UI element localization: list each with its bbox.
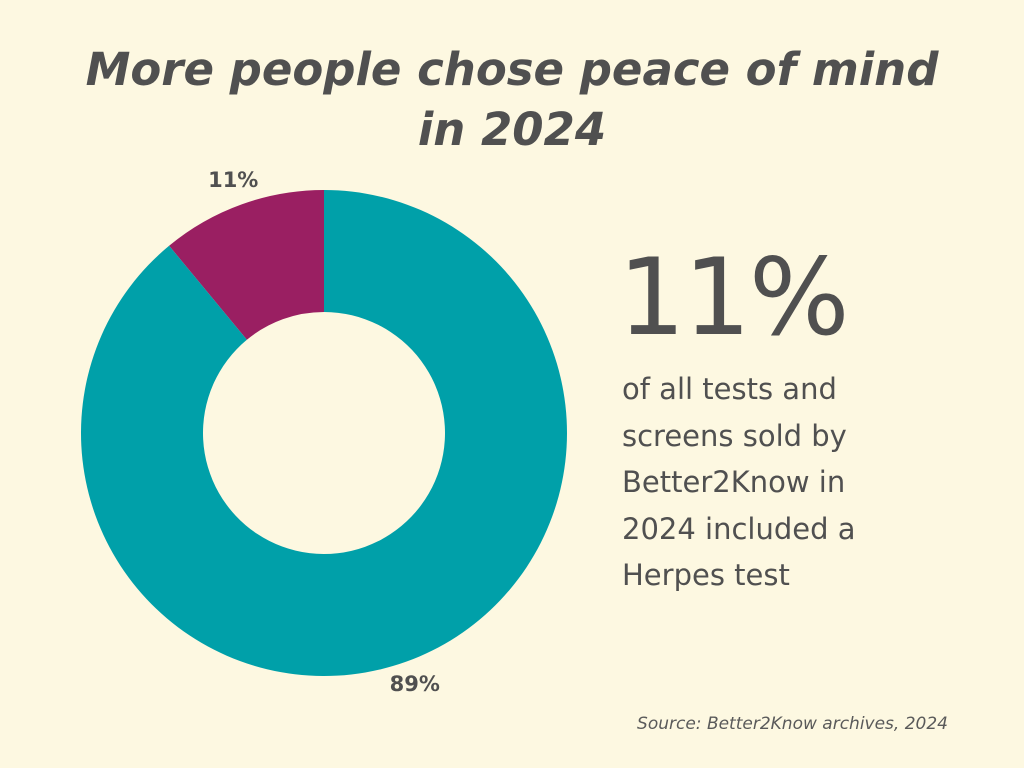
donut-slice-0	[169, 190, 324, 340]
highlight-description: of all tests and screens sold by Better2…	[622, 366, 922, 599]
donut-slice-1	[80, 190, 567, 676]
chart-title-line-1: More people chose peace of mind	[85, 43, 939, 96]
highlight-description-line: 2024 included a	[622, 511, 856, 546]
chart-title: More people chose peace of mind in 2024	[0, 40, 1024, 160]
highlight-description-line: Herpes test	[622, 558, 790, 592]
highlight-description-line: of all tests and	[622, 372, 837, 406]
source-note: Source: Better2Know archives, 2024	[637, 714, 948, 734]
slice-label-0: 11%	[208, 168, 258, 192]
highlight-description-line: Better2Know in	[622, 465, 846, 499]
slice-label-1: 89%	[390, 672, 440, 696]
highlight-value: 11%	[618, 236, 850, 359]
highlight-description-line: screens sold by	[622, 418, 847, 453]
chart-title-line-2: in 2024	[417, 103, 607, 156]
